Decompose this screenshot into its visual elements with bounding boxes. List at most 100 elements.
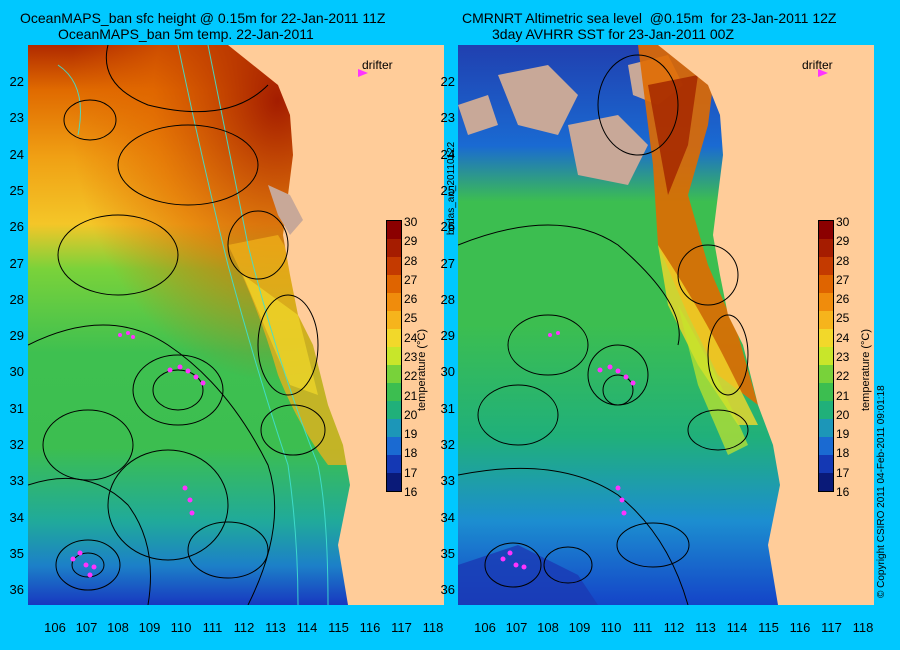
latitude-tick-label: 24: [9, 146, 24, 162]
longitude-tick-label: 116: [789, 620, 811, 635]
colorbar-tick-label: 19: [836, 427, 850, 442]
longitude-tick-label: 113: [265, 620, 286, 635]
colorbar-tick-label: 25: [404, 311, 418, 326]
latitude-tick-label: 32: [440, 437, 455, 452]
colorbar-swatch: [819, 275, 833, 293]
colorbar-swatch: [819, 437, 833, 455]
left-panel-title-1: OceanMAPS_ban sfc height @ 0.15m for 22-…: [20, 10, 386, 26]
colorbar-tick-label: 30: [836, 215, 850, 229]
left-panel-title-2: OceanMAPS_ban 5m temp. 22-Jan-2011: [58, 26, 314, 42]
latitude-tick-label: 32: [9, 437, 24, 452]
latitude-tick-label: 29: [9, 328, 24, 344]
colorbar-tick-label: 17: [836, 465, 850, 480]
colorbar-swatch: [819, 239, 833, 257]
longitude-tick-label: 117: [391, 620, 412, 635]
colorbar-swatch: [387, 347, 401, 365]
left-drifter-tracks: [70, 69, 368, 578]
latitude-tick-label: 28: [9, 291, 24, 307]
colorbar-tick-label: 18: [404, 446, 418, 461]
colorbar-tick-label: 27: [836, 272, 850, 287]
longitude-tick-label: 112: [663, 620, 685, 635]
longitude-tick-label: 111: [202, 620, 223, 635]
colorbar-swatch: [387, 239, 401, 257]
latitude-tick-label: 23: [440, 110, 455, 126]
longitude-tick-label: 114: [726, 620, 748, 635]
colorbar-swatch: [387, 455, 401, 473]
colorbar-tick-label: 27: [404, 272, 418, 287]
longitude-tick-label: 118: [422, 620, 444, 635]
longitude-tick-label: 115: [758, 620, 779, 635]
right-panel-title-2: 3day AVHRR SST for 23-Jan-2011 00Z: [492, 26, 735, 42]
colorbar-tick-label: 19: [404, 427, 418, 442]
colorbar-swatch: [819, 473, 833, 491]
colorbar-tick-label: 26: [404, 292, 418, 307]
longitude-tick-label: 108: [107, 620, 129, 635]
left-map-svg: [28, 45, 444, 605]
colorbar-tick-label: 20: [404, 407, 418, 422]
longitude-tick-label: 109: [568, 620, 591, 635]
colorbar-swatch: [819, 329, 833, 347]
latitude-tick-label: 23: [9, 110, 24, 126]
latitude-tick-label: 31: [440, 400, 455, 416]
colorbar-tick-label: 21: [836, 388, 850, 403]
colorbar-swatch: [387, 473, 401, 491]
colorbar-swatch: [819, 311, 833, 329]
colorbar-tick-label: 16: [836, 485, 850, 499]
colorbar-tick-label: 24: [836, 330, 850, 345]
colorbar-tick-label: 29: [404, 234, 418, 249]
colorbar-tick-label: 18: [836, 446, 850, 461]
right-map-panel: 30 29 28 27 26 25 24 23 22 21 20 19 18 17 16 temperatu…: [458, 45, 874, 605]
colorbar-swatch: [387, 383, 401, 401]
latitude-tick-label: 26: [9, 219, 24, 235]
latitude-tick-label: 30: [9, 364, 24, 380]
latitude-tick-label: 34: [9, 509, 24, 525]
longitude-tick-label: 113: [695, 620, 716, 635]
left-colorbar-label: temperature (°C): [416, 328, 428, 411]
latitude-tick-label: 24: [440, 146, 455, 162]
colorbar-swatch: [387, 311, 401, 329]
colorbar-swatch: [387, 257, 401, 275]
longitude-tick-label: 106: [44, 620, 66, 635]
colorbar-swatch: [387, 329, 401, 347]
right-map-svg: [458, 45, 874, 605]
colorbar-tick-label: 24: [404, 330, 418, 345]
latitude-tick-label: 27: [440, 255, 455, 271]
latitude-tick-label: 34: [440, 509, 455, 525]
latitude-tick-label: 29: [440, 328, 455, 344]
right-drifter-tracks: [500, 69, 828, 570]
latitude-tick-label: 36: [440, 582, 455, 598]
latitude-tick-label: 25: [9, 182, 24, 198]
latitude-tick-label: 22: [9, 74, 24, 89]
right-panel-title-1: CMRNRT Altimetric sea level @0.15m for 2…: [462, 10, 837, 26]
colorbar-swatch: [387, 221, 401, 239]
right-colorbar: [818, 220, 834, 492]
longitude-tick-label: 106: [474, 620, 496, 635]
left-colorbar: [386, 220, 402, 492]
longitude-tick-label: 115: [328, 620, 349, 635]
latitude-tick-label: 22: [440, 74, 455, 89]
colorbar-swatch: [387, 365, 401, 383]
latitude-tick-label: 30: [440, 364, 455, 380]
colorbar-swatch: [819, 365, 833, 383]
colorbar-tick-label: 23: [404, 350, 418, 364]
copyright-label: © Copyright CSIRO 2011 04-Feb-2011 09:01…: [876, 385, 887, 598]
right-drifter-label: drifter: [802, 58, 833, 72]
longitude-tick-label: 108: [537, 620, 559, 635]
colorbar-tick-label: 26: [836, 292, 850, 307]
longitude-tick-label: 110: [170, 620, 192, 635]
longitude-tick-label: 118: [852, 620, 874, 635]
longitude-tick-label: 111: [632, 620, 653, 635]
colorbar-tick-label: 25: [836, 311, 850, 326]
colorbar-swatch: [387, 293, 401, 311]
colorbar-tick-label: 29: [836, 234, 850, 249]
colorbar-swatch: [387, 401, 401, 419]
latitude-tick-label: 35: [9, 545, 24, 561]
longitude-tick-label: 112: [233, 620, 255, 635]
right-colorbar-ticks: 30 29 28 27 26 25 24 23 22 21 20 19 18 17 16: [836, 215, 866, 499]
longitude-tick-label: 107: [75, 620, 98, 635]
latitude-tick-label: 27: [9, 255, 24, 271]
colorbar-tick-label: 28: [836, 253, 850, 268]
left-map-panel: 30 29 28 27 26 25 24 23 22 21 20 19 18 17 16 temperatu…: [28, 45, 444, 605]
colorbar-swatch: [819, 419, 833, 437]
colorbar-tick-label: 22: [836, 369, 850, 384]
